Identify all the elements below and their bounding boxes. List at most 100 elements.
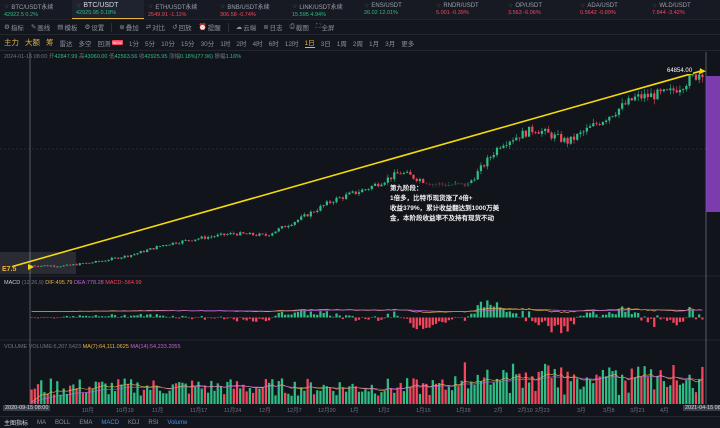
timeframe-option[interactable]: 15分 [181, 38, 195, 48]
toolbar-item[interactable]: ✎ 画线 [31, 22, 50, 32]
ticker-tab[interactable]: ☆ BTC/USDT 42925.95 0.18% [72, 0, 144, 19]
candle-body [495, 147, 499, 156]
macd-bar [59, 317, 62, 318]
toolbar-item[interactable]: ↺ 回放 [172, 22, 191, 32]
timeframe-option[interactable]: 筹 [46, 37, 54, 48]
candle-body [531, 126, 534, 133]
timeframe-option[interactable]: 回测 NEW [98, 38, 123, 48]
volume-bar [178, 382, 181, 404]
toolbar-item[interactable]: ⚙ 指标 [4, 22, 24, 32]
ticker-symbol: ☆ ADA/USDT [580, 2, 648, 10]
timeframe-option[interactable]: 10分 [161, 38, 175, 48]
toolbar-item[interactable]: ⛶ 全屏 [316, 22, 335, 32]
x-tick-label: 10月19 [116, 408, 134, 414]
toolbar-item[interactable]: ⚙ 设置 [84, 22, 104, 32]
indicator-tab[interactable]: Volume [167, 419, 188, 426]
volume-bar [68, 385, 72, 404]
toolbar-item[interactable]: ⊕ 叠加 [119, 22, 138, 32]
volume-bar [604, 376, 608, 404]
macd-bar [621, 306, 624, 318]
timeframe-option[interactable]: 4时 [253, 38, 263, 48]
indicator-tab[interactable]: 主图指标 [4, 421, 29, 427]
timeframe-option[interactable]: 2时 [236, 38, 246, 48]
timeframe-option[interactable]: 3日 [321, 38, 331, 48]
macd-bar [470, 313, 473, 318]
indicator-tab[interactable]: EMA [79, 419, 93, 426]
timeframe-option[interactable]: 1周 [337, 38, 347, 48]
ticker-tab[interactable]: ☆ LINK/USDT永续 15.595 4.94% [288, 0, 360, 19]
toolbar-item[interactable]: ⎙ 截图 [290, 22, 309, 32]
candle-body [588, 126, 592, 128]
star-icon[interactable]: ☆ [364, 3, 370, 9]
macd-bar [72, 315, 75, 318]
ticker-tab[interactable]: ☆ OP/USDT 3.563 -6.06% [504, 0, 576, 19]
candle-body [537, 132, 540, 134]
macd-bar [174, 317, 178, 319]
timeframe-option[interactable]: 更多 [401, 38, 414, 48]
indicator-tab[interactable]: BOLL [55, 419, 71, 426]
star-icon[interactable]: ☆ [508, 3, 514, 9]
candle-body [303, 214, 306, 217]
macd-bar [550, 317, 553, 333]
toolbar-item[interactable]: ⏰ 提醒 [199, 22, 221, 32]
ticker-tab[interactable]: ☆ RNDR/USDT 5.001 -0.39% [432, 0, 504, 19]
macd-bar [258, 317, 261, 319]
indicator-tab[interactable]: MACD [101, 419, 120, 426]
macd-bar [608, 312, 611, 318]
timeframe-option[interactable]: 30分 [201, 38, 215, 48]
star-icon[interactable]: ☆ [292, 4, 298, 10]
indicator-tab[interactable]: RSI [148, 419, 159, 426]
toolbar-icon: ↺ [172, 24, 178, 31]
ticker-tab[interactable]: ☆ WLD/USDT 7.844 -3.42% [648, 0, 720, 19]
candle-body [223, 233, 226, 235]
indicator-tab[interactable]: KDJ [128, 419, 140, 426]
timeframe-option[interactable]: 雷达 [60, 38, 73, 48]
timeframe-option[interactable]: 1日 [304, 37, 315, 48]
star-icon[interactable]: ☆ [4, 4, 10, 10]
star-icon[interactable]: ☆ [580, 3, 586, 9]
timeframe-option[interactable]: 12时 [285, 38, 299, 48]
timeframe-option[interactable]: 1月 [369, 38, 379, 48]
volume-bar [470, 381, 473, 404]
macd-bar [694, 317, 698, 320]
star-icon[interactable]: ☆ [436, 3, 442, 9]
timeframe-option[interactable]: 6时 [269, 38, 279, 48]
timeframe-option[interactable]: 1分 [129, 38, 139, 48]
timeframe-option[interactable]: 2周 [353, 38, 363, 48]
timeframe-option[interactable]: 大额 [25, 37, 40, 48]
ticker-tab[interactable]: ☆ ADA/USDT 0.5642 -0.89% [576, 0, 648, 19]
candle-body [94, 260, 97, 263]
volume-bar [104, 383, 107, 404]
toolbar-item[interactable]: ☁ 云端 [236, 22, 257, 32]
timeframe-option[interactable]: 多空 [79, 38, 92, 48]
ticker-tab[interactable]: ☆ BNB/USDT永续 306.58 -0.74% [216, 0, 288, 19]
timeframe-option[interactable]: 5分 [145, 38, 155, 48]
timeframe-option[interactable]: 1时 [220, 38, 230, 48]
macd-bar [701, 317, 704, 320]
ticker-tab[interactable]: ☆ BTC/USDT永续 42922.5 0.2% [0, 0, 72, 19]
ticker-symbol-text: BNB/USDT永续 [227, 5, 270, 11]
star-icon[interactable]: ☆ [652, 3, 658, 9]
volume-bar [207, 392, 210, 404]
macd-bar [396, 315, 399, 318]
star-icon[interactable]: ☆ [220, 4, 226, 10]
volume-bar [303, 390, 306, 404]
toolbar-item[interactable]: ▤ 模板 [57, 22, 77, 32]
toolbar-item[interactable]: ⇄ 对比 [146, 22, 165, 32]
x-tick-label: 1月15 [416, 408, 431, 414]
volume-bar [428, 394, 431, 404]
ticker-tab[interactable]: ☆ ENS/USDT 26.02 12.01% [360, 0, 432, 19]
indicator-tab[interactable]: MA [37, 419, 47, 426]
candle-body [489, 157, 492, 158]
star-icon[interactable]: ☆ [76, 3, 82, 9]
candle-body [335, 197, 338, 203]
star-icon[interactable]: ☆ [148, 4, 154, 10]
toolbar-item[interactable]: ≣ 日志 [263, 22, 282, 32]
volume-bar [306, 378, 309, 404]
macd-dea-line [31, 308, 703, 312]
timeframe-option[interactable]: 主力 [4, 37, 19, 48]
ticker-tab[interactable]: ☆ ETH/USDT永续 2549.91 -1.11% [144, 0, 216, 19]
ticker-symbol: ☆ ETH/USDT永续 [148, 2, 216, 11]
timeframe-option[interactable]: 3月 [385, 38, 395, 48]
